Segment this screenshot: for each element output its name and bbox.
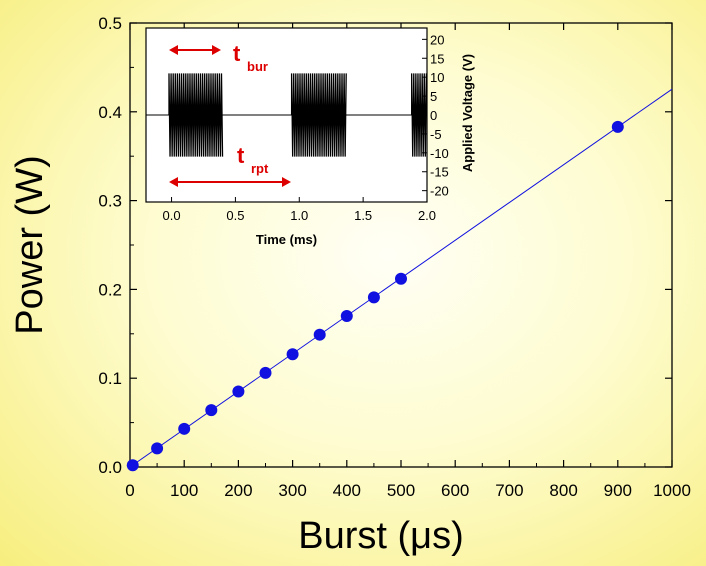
y-tick-label: 0.3 bbox=[98, 192, 122, 211]
inset-x-tick-label: 1.0 bbox=[290, 208, 308, 223]
x-tick-label: 400 bbox=[333, 481, 361, 500]
inset-y-tick-label: -10 bbox=[430, 146, 449, 161]
data-point bbox=[313, 328, 326, 341]
inset-y-tick-label: 15 bbox=[430, 51, 444, 66]
main-plot: 0 100 200 300 400 500 600 700 800 900 10000.00.10.… bbox=[9, 14, 691, 557]
x-tick-label: 500 bbox=[387, 481, 415, 500]
x-tick-label: 200 bbox=[224, 481, 252, 500]
x-tick-label: 600 bbox=[441, 481, 469, 500]
data-point bbox=[151, 442, 164, 455]
y-tick-label: 0.1 bbox=[98, 369, 122, 388]
x-tick-label: 0 bbox=[125, 481, 134, 500]
y-tick-label: 0.0 bbox=[98, 458, 122, 477]
inset-x-tick-label: 0.5 bbox=[226, 208, 244, 223]
data-point bbox=[259, 366, 272, 379]
data-point bbox=[395, 272, 407, 285]
x-tick-label: 800 bbox=[549, 481, 577, 500]
data-point bbox=[340, 310, 353, 323]
inset-y-tick-label: 20 bbox=[430, 32, 444, 47]
inset-y-axis-label: Applied Voltage (V) bbox=[460, 54, 475, 172]
inset-x-tick-label: 0.0 bbox=[163, 208, 181, 223]
data-point bbox=[367, 291, 380, 304]
x-axis-label: Burst (μs) bbox=[298, 515, 463, 557]
voltage-burst bbox=[290, 73, 347, 157]
t-bur-arrow-head-right bbox=[212, 45, 221, 55]
inset-y-tick-label: 5 bbox=[430, 89, 437, 104]
y-tick-label: 0.5 bbox=[98, 14, 122, 33]
inset-x-axis-label: Time (ms) bbox=[256, 232, 317, 247]
data-point bbox=[232, 385, 245, 398]
inset-y-tick-label: -20 bbox=[430, 184, 449, 199]
voltage-burst bbox=[168, 73, 224, 157]
inset-y-tick-label: -15 bbox=[430, 165, 449, 180]
t-bur-arrow-head-left bbox=[169, 45, 178, 55]
inset-y-tick-label: -5 bbox=[430, 127, 442, 142]
data-point bbox=[611, 120, 624, 133]
x-tick-label: 700 bbox=[495, 481, 523, 500]
inset-y-tick-label: 0 bbox=[430, 108, 437, 123]
inset-y-tick-label: 10 bbox=[430, 70, 444, 85]
t-bur-label: t bbox=[233, 41, 241, 66]
data-point bbox=[205, 404, 218, 417]
t-rpt-arrow-head-right bbox=[282, 177, 291, 187]
t-bur-subscript: bur bbox=[247, 59, 268, 74]
y-tick-label: 0.4 bbox=[98, 103, 122, 122]
t-rpt-label: t bbox=[237, 143, 245, 168]
waveform bbox=[146, 73, 427, 157]
x-tick-label: 900 bbox=[604, 481, 632, 500]
inset-x-tick-label: 2.0 bbox=[418, 208, 436, 223]
t-rpt-arrow-head-left bbox=[169, 177, 178, 187]
x-tick-label: 1000 bbox=[653, 481, 691, 500]
x-tick-label: 300 bbox=[278, 481, 306, 500]
inset-plot: 0.0 0.5 1.0 1.5 2.0 20 15 10 5 0 -5 -10 -15 -20 Time (… bbox=[145, 27, 475, 247]
x-tick-label: 100 bbox=[170, 481, 198, 500]
y-axis-label: Power (W) bbox=[9, 155, 51, 334]
y-tick-label: 0.2 bbox=[98, 280, 122, 299]
voltage-burst bbox=[411, 73, 427, 157]
data-point bbox=[126, 459, 139, 472]
inset-x-tick-label: 1.5 bbox=[354, 208, 372, 223]
data-point bbox=[178, 422, 191, 435]
data-point bbox=[286, 348, 299, 361]
t-rpt-subscript: rpt bbox=[251, 161, 269, 176]
